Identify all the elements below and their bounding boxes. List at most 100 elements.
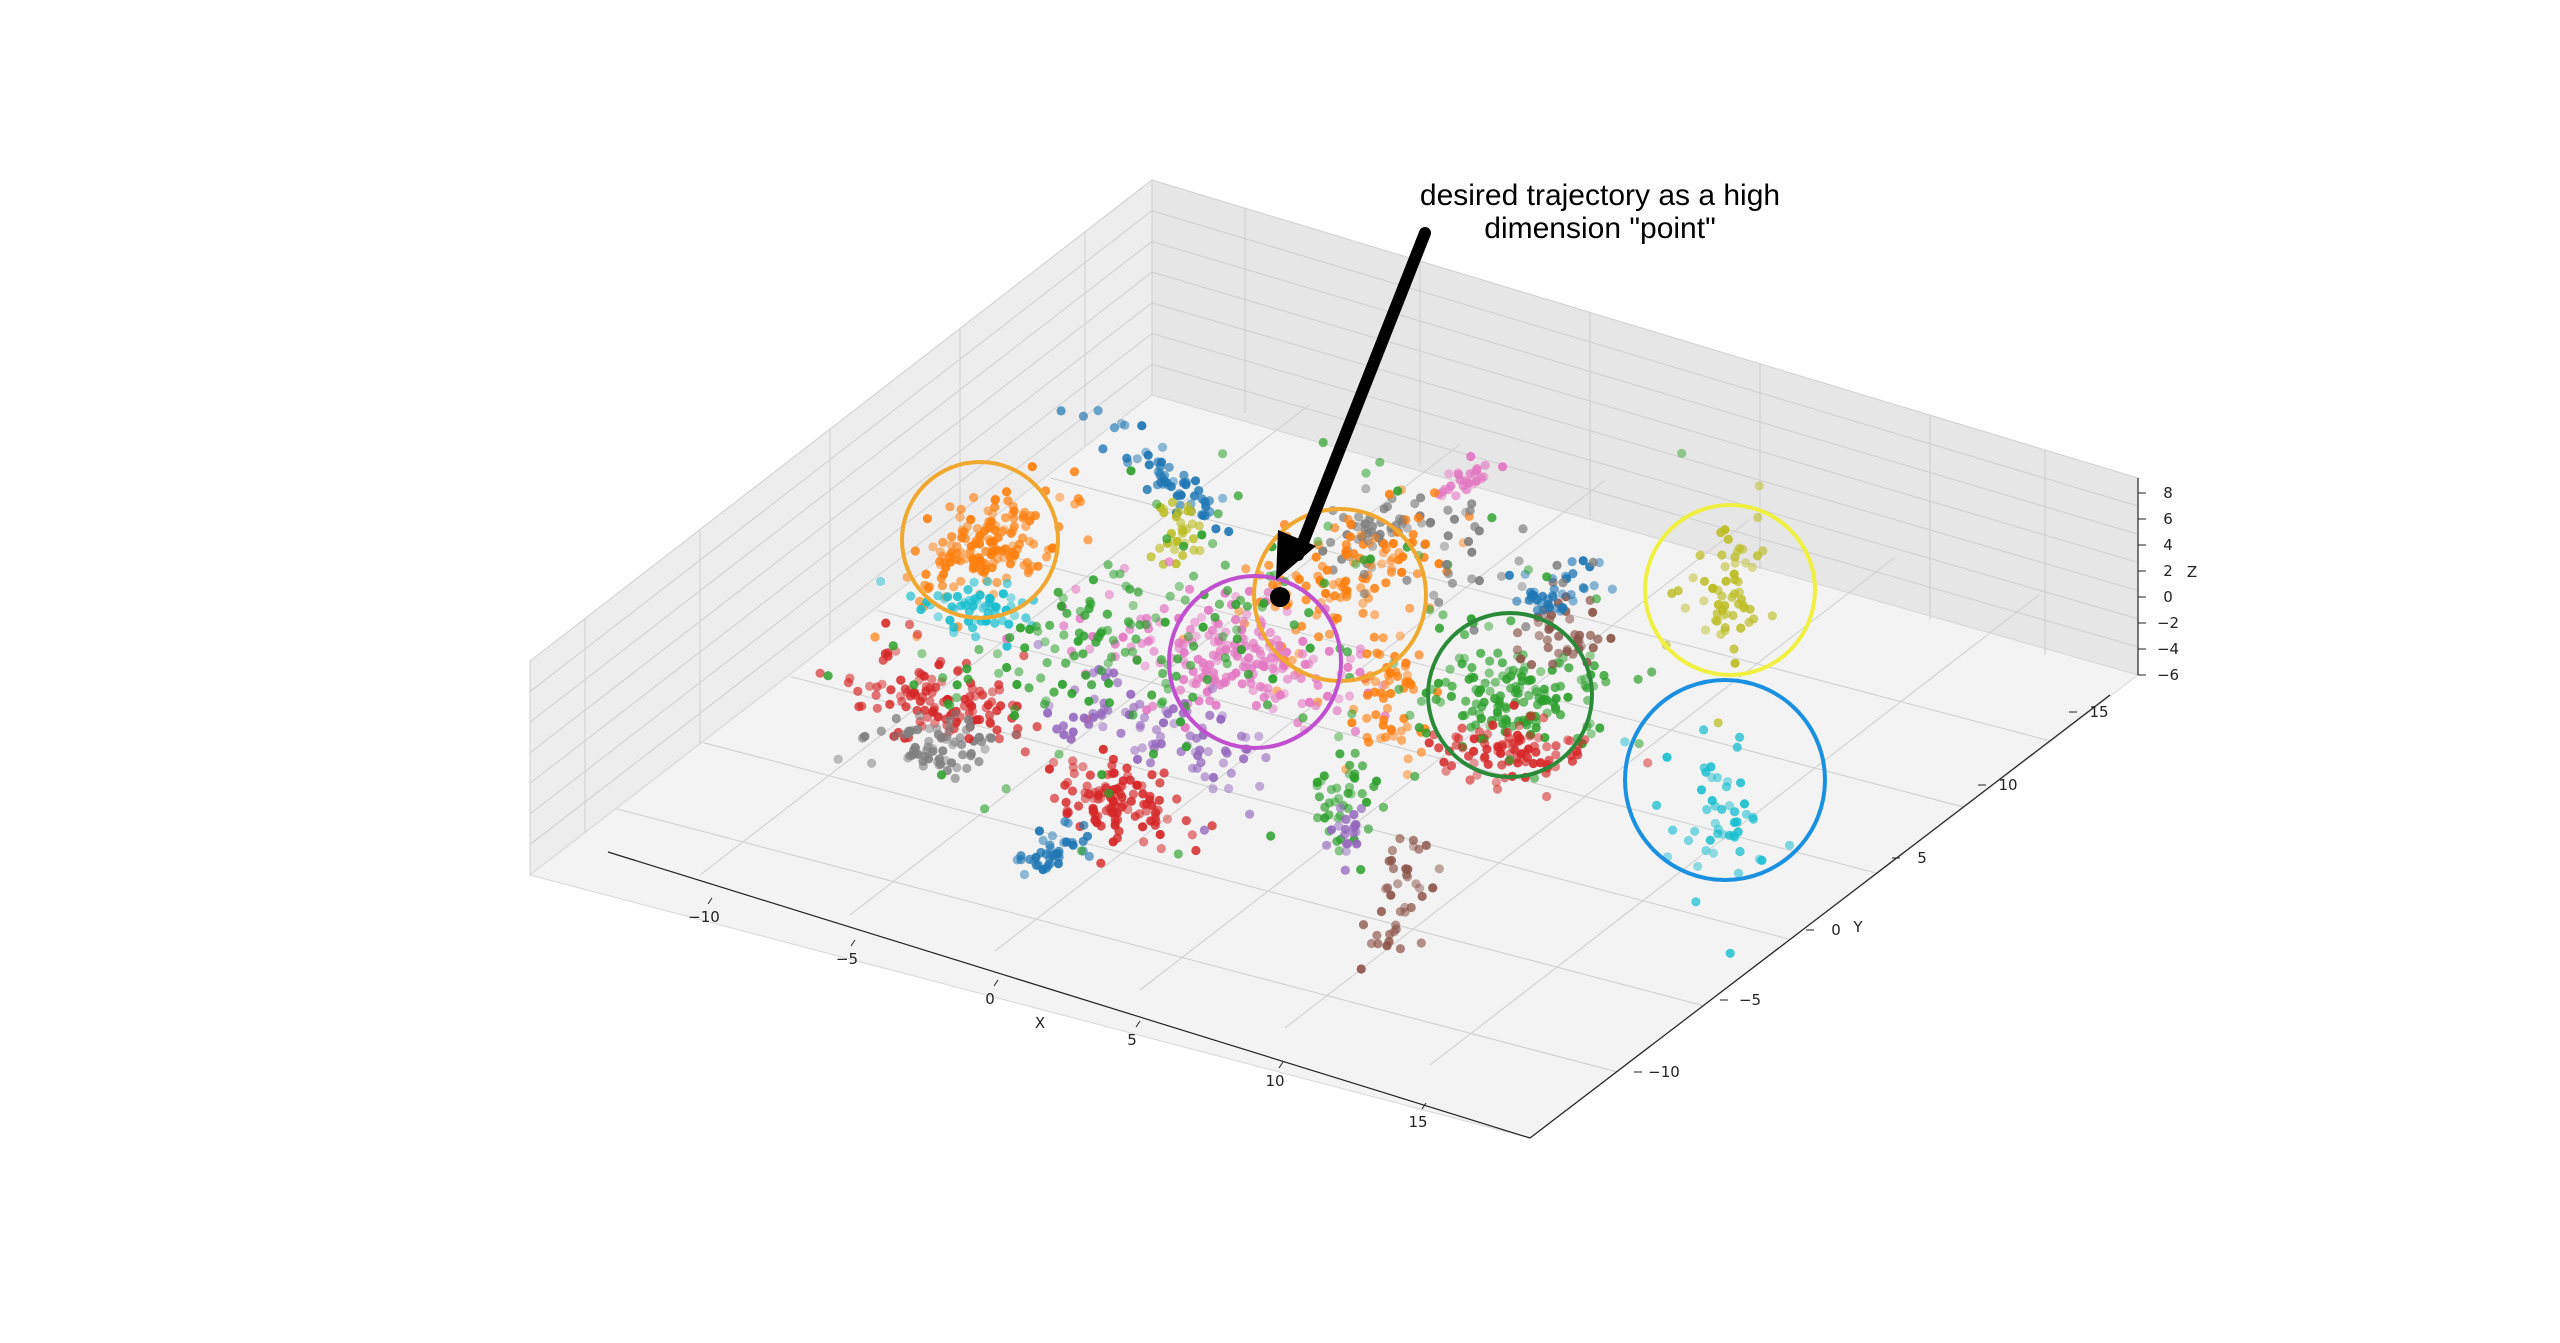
scatter-point [1429, 488, 1440, 498]
scatter-point [1217, 711, 1227, 721]
scatter-point [1135, 699, 1145, 709]
scatter-point [1707, 796, 1717, 806]
scatter-point [1464, 751, 1474, 761]
scatter-point [1258, 683, 1268, 693]
scatter-point [1155, 778, 1165, 788]
scatter-point [1078, 836, 1088, 847]
scatter-point [1179, 541, 1189, 551]
scatter-point [1542, 742, 1552, 752]
scatter-point [1180, 478, 1190, 488]
scatter-point [1471, 699, 1481, 709]
grid-line-left-h [529, 302, 1153, 784]
scatter-point [1053, 587, 1063, 597]
scatter-point [1143, 450, 1153, 460]
scatter-point [1379, 539, 1389, 549]
scatter-point [1187, 519, 1197, 529]
scatter-point [1078, 649, 1088, 659]
scatter-point [992, 649, 1003, 659]
scatter-point [1191, 679, 1201, 689]
scatter-point [1232, 651, 1242, 661]
scatter-point [992, 706, 1002, 716]
scatter-point [1086, 599, 1096, 609]
scatter-point [1008, 541, 1018, 551]
scatter-point [1379, 504, 1389, 514]
scatter-point [1542, 572, 1552, 582]
scatter-point [1196, 612, 1207, 622]
scatter-point [1068, 712, 1078, 722]
scatter-point [907, 750, 917, 761]
scatter-point [960, 554, 970, 564]
scatter-point [985, 710, 995, 721]
scatter-point [1242, 601, 1252, 611]
scatter-point [900, 684, 910, 694]
scatter-point [1087, 680, 1097, 690]
z-tick-label: 2 [2163, 562, 2173, 580]
grid-line-left-h [529, 363, 1153, 845]
scatter-point [1301, 581, 1311, 591]
scatter-point [937, 581, 948, 591]
scatter-point [896, 675, 906, 685]
scatter-point [1358, 598, 1368, 609]
scatter-point [1058, 593, 1068, 603]
scatter-point [1243, 669, 1253, 680]
scatter-point [1226, 768, 1236, 778]
z-tick-label: 6 [2163, 510, 2173, 528]
scatter-point [1501, 703, 1511, 714]
scatter-point [1728, 610, 1738, 621]
scatter-point [1132, 454, 1142, 464]
scatter-point [1702, 804, 1712, 815]
scatter-point [994, 734, 1004, 744]
scatter-point [933, 591, 943, 601]
scatter-point [1690, 826, 1700, 836]
scatter-point [1078, 411, 1088, 421]
scatter-point [1498, 462, 1508, 472]
scatter-point [1098, 444, 1108, 454]
scatter-point [1696, 785, 1707, 795]
scatter-point [1211, 700, 1221, 710]
scatter-point [1699, 576, 1710, 586]
x-tick-label: 0 [985, 990, 995, 1008]
scatter-point [1020, 747, 1030, 757]
scatter-point [1185, 624, 1195, 635]
scatter-point [1151, 613, 1161, 623]
scatter-point [1378, 693, 1389, 704]
scatter-point [1055, 492, 1065, 502]
scatter-point [1179, 470, 1189, 480]
scatter-point [1342, 589, 1352, 599]
scatter-point [843, 678, 854, 688]
grid-line-back-h [1151, 302, 2139, 592]
scatter-point [1521, 757, 1531, 767]
scatter-point [1490, 677, 1500, 687]
scatter-point [1468, 479, 1478, 489]
axis-lines [607, 478, 2139, 1139]
scatter-point [1317, 561, 1327, 572]
scatter-point [1033, 626, 1043, 636]
scatter-point [1232, 634, 1242, 644]
scatter-point [990, 495, 1000, 505]
scatter-point [1298, 713, 1308, 723]
scatter-point [1068, 727, 1078, 737]
scatter-point [1413, 513, 1423, 523]
scatter-point [1474, 576, 1484, 586]
scatter-point [1363, 535, 1373, 546]
scatter-point [1647, 667, 1657, 677]
scatter-point [1024, 683, 1034, 693]
scatter-point [1341, 814, 1351, 824]
scatter-point [1132, 754, 1143, 765]
scatter-point [1434, 623, 1445, 633]
scatter-point [833, 754, 843, 764]
scatter-point [991, 521, 1001, 531]
scatter-point [1319, 771, 1329, 781]
scatter-point [1189, 641, 1199, 651]
scatter-point [1103, 658, 1113, 668]
scatter-point [1491, 777, 1501, 787]
scatter-point [1149, 646, 1159, 657]
scatter-point [1190, 476, 1201, 486]
scatter-point [1200, 497, 1210, 507]
scatter-point [1158, 697, 1168, 707]
scatter-point [963, 585, 973, 595]
scatter-point [1318, 437, 1328, 448]
scatter-point [1139, 713, 1150, 723]
scatter-point [1085, 644, 1095, 654]
scatter-point [1159, 604, 1169, 614]
